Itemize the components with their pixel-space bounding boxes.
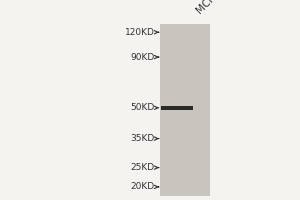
- Text: 50KD: 50KD: [130, 103, 154, 112]
- Text: 35KD: 35KD: [130, 134, 154, 143]
- Text: 20KD: 20KD: [130, 182, 154, 191]
- Text: 25KD: 25KD: [130, 163, 154, 172]
- Text: MCF-7: MCF-7: [194, 0, 224, 15]
- Bar: [161, 106, 193, 110]
- Text: 90KD: 90KD: [130, 53, 154, 62]
- FancyBboxPatch shape: [160, 24, 210, 196]
- Text: 120KD: 120KD: [124, 28, 154, 37]
